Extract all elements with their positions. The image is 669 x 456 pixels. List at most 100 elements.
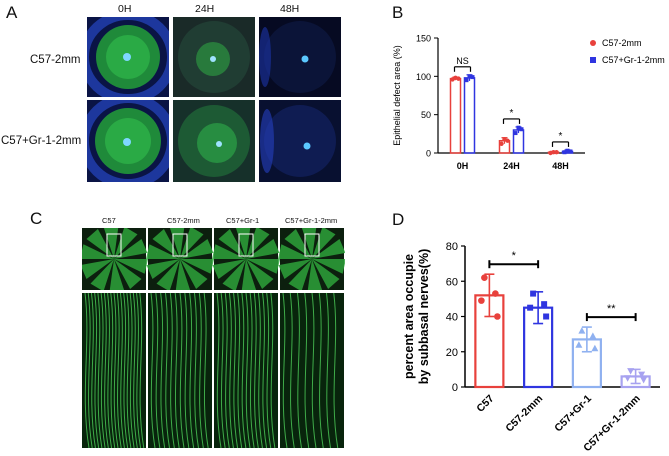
panel-c-col-c57: C57 xyxy=(102,216,116,225)
cornea-petal xyxy=(312,226,336,259)
significance-label: ** xyxy=(607,303,616,315)
significance-label: * xyxy=(510,108,514,119)
data-point xyxy=(589,332,597,339)
eye-image-c57-gr1-2mm-0h xyxy=(87,100,169,182)
nerve-fiber xyxy=(224,292,230,449)
nerve-fiber xyxy=(110,292,116,449)
nerve-fiber xyxy=(119,292,125,449)
nerve-fiber xyxy=(150,292,156,449)
cornea-petal xyxy=(212,244,246,259)
data-point xyxy=(638,371,646,379)
nerve-fiber xyxy=(318,292,324,449)
cornea-petal xyxy=(114,259,142,289)
x-tick-label: C57 xyxy=(474,393,496,415)
data-point xyxy=(499,141,504,146)
panel-c-col-c57-gr1-2mm: C57+Gr-1-2mm xyxy=(285,216,338,225)
nerve-fiber xyxy=(87,292,93,449)
data-point xyxy=(470,75,475,80)
panel-label-d: D xyxy=(392,210,405,229)
nerve-fiber xyxy=(139,292,145,449)
whole-mount-row xyxy=(80,225,346,293)
legend-label: C57+Gr-1-2mm xyxy=(602,55,665,65)
legend-label: C57-2mm xyxy=(602,38,642,48)
nerve-fiber xyxy=(203,292,209,449)
cornea-petal xyxy=(307,259,323,293)
nerve-fiber xyxy=(253,292,259,449)
data-point xyxy=(478,297,485,304)
significance-label: * xyxy=(512,250,517,262)
nerve-fiber xyxy=(233,292,239,449)
nerve-fiber xyxy=(174,292,180,449)
nerve-fiber xyxy=(116,292,122,449)
data-point xyxy=(516,125,521,130)
nerve-fiber xyxy=(160,292,166,449)
x-tick-label: 0H xyxy=(457,161,469,171)
cornea-petal xyxy=(114,239,148,259)
data-point xyxy=(575,341,583,348)
data-point xyxy=(554,150,559,155)
cornea-petal xyxy=(212,259,246,279)
nerve-fiber xyxy=(266,292,272,449)
panel-a-col-48h: 48H xyxy=(280,3,300,15)
nerve-fiber xyxy=(94,292,100,449)
panel-a-col-24h: 24H xyxy=(195,3,215,15)
nerve-fiber xyxy=(165,292,170,449)
nerve-fiber xyxy=(129,292,135,449)
cornea-petal xyxy=(109,259,125,293)
y-tick-label: 150 xyxy=(416,34,431,44)
cornea-petal xyxy=(180,259,214,274)
nerve-fiber xyxy=(184,292,190,449)
data-point xyxy=(530,290,537,297)
y-tick-label: 80 xyxy=(446,241,458,253)
x-tick-label: C57-2mm xyxy=(503,393,545,435)
nerve-fiber xyxy=(297,292,302,449)
nerve-fiber xyxy=(107,292,113,449)
y-axis-title: Epithelial defect area (%) xyxy=(392,45,402,146)
y-tick-label: 100 xyxy=(416,72,431,82)
data-point xyxy=(467,74,472,79)
nerve-fiber xyxy=(257,292,263,449)
nerve-fiber xyxy=(333,292,339,449)
nerve-fiber xyxy=(194,292,199,449)
data-point xyxy=(513,131,518,136)
data-point xyxy=(627,368,635,375)
panel-label-a: A xyxy=(6,3,18,22)
x-tick-label: 24H xyxy=(503,161,520,171)
nerve-fiber xyxy=(90,292,96,449)
roi-box xyxy=(106,233,122,257)
data-point xyxy=(565,148,570,153)
nerve-fiber xyxy=(169,292,175,449)
data-point xyxy=(456,76,461,81)
cornea-petal xyxy=(180,226,204,259)
nerve-fiber xyxy=(228,292,234,449)
panel-a-col-0h: 0H xyxy=(118,3,132,15)
data-point xyxy=(578,327,586,334)
eye-image-c57-2mm-0h xyxy=(87,17,169,97)
cornea-petal xyxy=(156,259,180,292)
cornea-petal xyxy=(246,259,274,289)
y-axis-title-line2: by subbasal nerves(%) xyxy=(417,249,431,384)
data-point xyxy=(624,375,632,382)
y-tick-label: 50 xyxy=(421,110,431,120)
cornea-petal xyxy=(246,226,270,259)
cornea-petal xyxy=(278,259,312,279)
cornea-petal xyxy=(80,259,114,279)
cornea-petal xyxy=(180,239,214,259)
cornea-petal xyxy=(312,259,346,274)
x-tick-label: C57+Gr-1 xyxy=(552,393,594,435)
data-point xyxy=(640,376,648,384)
panel-a-row-c57-gr1-2mm: C57+Gr-1-2mm xyxy=(1,135,82,147)
data-point xyxy=(505,138,510,143)
panel-a-row-c57-2mm: C57-2mm xyxy=(30,54,81,66)
nerve-fiber xyxy=(241,292,247,449)
nerve-fiber xyxy=(179,292,185,449)
panel-label-c: C xyxy=(30,209,43,228)
data-point xyxy=(494,313,501,320)
nerve-fiber xyxy=(289,292,295,449)
nerve-fiber xyxy=(123,292,129,449)
nerve-fiber xyxy=(97,292,103,449)
cornea-petal xyxy=(90,259,114,292)
data-point xyxy=(481,274,488,282)
nerve-detail-row xyxy=(82,292,345,449)
panel-label-b: B xyxy=(392,3,404,22)
